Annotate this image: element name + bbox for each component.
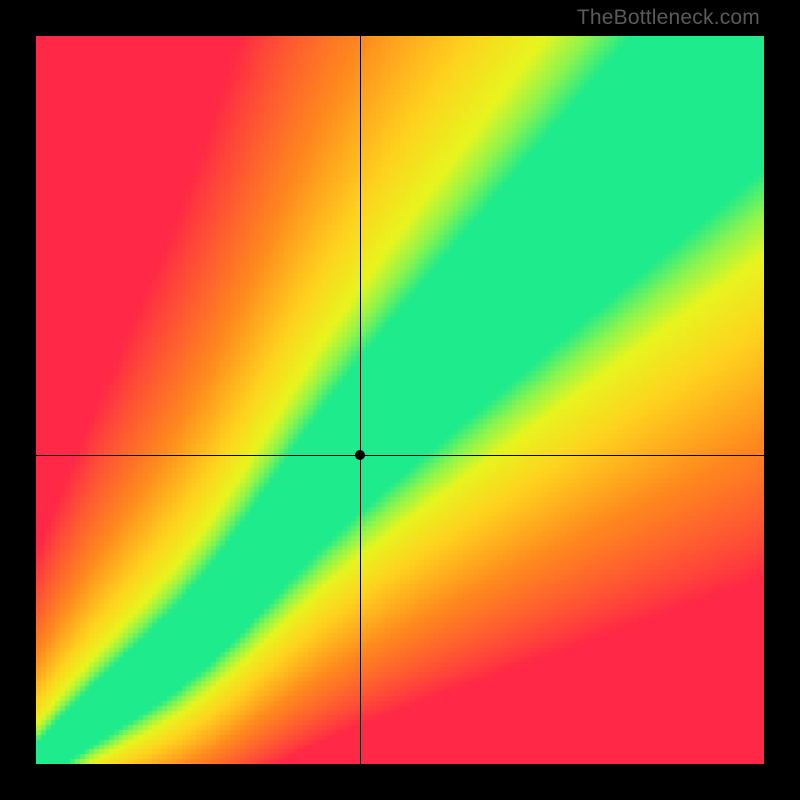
crosshair-marker <box>355 450 365 460</box>
plot-area <box>36 36 764 764</box>
chart-container: TheBottleneck.com <box>0 0 800 800</box>
crosshair-horizontal <box>36 455 764 456</box>
heatmap-canvas <box>36 36 764 764</box>
crosshair-vertical <box>360 36 361 764</box>
watermark-text: TheBottleneck.com <box>577 6 760 30</box>
